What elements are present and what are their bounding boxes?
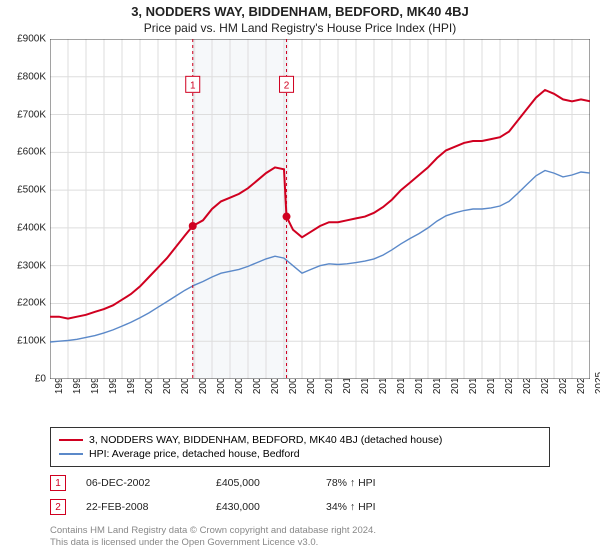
y-tick-label: £900K [17, 34, 46, 45]
y-tick-label: £100K [17, 336, 46, 347]
chart-title: 3, NODDERS WAY, BIDDENHAM, BEDFORD, MK40… [0, 0, 600, 19]
chart-subtitle: Price paid vs. HM Land Registry's House … [0, 19, 600, 39]
page-container: 3, NODDERS WAY, BIDDENHAM, BEDFORD, MK40… [0, 0, 600, 560]
y-tick-label: £0 [35, 374, 46, 385]
line-chart: 12 [50, 39, 590, 379]
sale-marker: 2 [50, 499, 66, 515]
footer-line-2: This data is licensed under the Open Gov… [50, 537, 550, 549]
sale-price: £405,000 [216, 477, 306, 489]
svg-text:1: 1 [190, 80, 196, 91]
chart-area: £0£100K£200K£300K£400K£500K£600K£700K£80… [50, 39, 590, 399]
y-tick-label: £600K [17, 147, 46, 158]
sale-hpi-delta: 78% ↑ HPI [326, 477, 376, 489]
y-tick-label: £700K [17, 109, 46, 120]
svg-text:2: 2 [284, 80, 290, 91]
y-tick-label: £200K [17, 298, 46, 309]
sale-hpi-delta: 34% ↑ HPI [326, 501, 376, 513]
legend-swatch [59, 453, 83, 455]
legend-item: 3, NODDERS WAY, BIDDENHAM, BEDFORD, MK40… [59, 433, 541, 447]
legend-label: HPI: Average price, detached house, Bedf… [89, 448, 300, 460]
legend-swatch [59, 439, 83, 441]
y-tick-label: £300K [17, 260, 46, 271]
sale-date: 06-DEC-2002 [86, 477, 196, 489]
sale-marker: 1 [50, 475, 66, 491]
sale-date: 22-FEB-2008 [86, 501, 196, 513]
legend: 3, NODDERS WAY, BIDDENHAM, BEDFORD, MK40… [50, 427, 550, 467]
legend-label: 3, NODDERS WAY, BIDDENHAM, BEDFORD, MK40… [89, 434, 442, 446]
sale-price: £430,000 [216, 501, 306, 513]
y-tick-label: £500K [17, 185, 46, 196]
y-tick-label: £400K [17, 222, 46, 233]
x-tick-label: 2025 [594, 372, 600, 394]
sale-events: 1 06-DEC-2002 £405,000 78% ↑ HPI 2 22-FEB-200… [50, 471, 550, 519]
y-tick-label: £800K [17, 71, 46, 82]
footer-line-1: Contains HM Land Registry data © Crown c… [50, 525, 550, 537]
legend-item: HPI: Average price, detached house, Bedf… [59, 447, 541, 461]
footer-attribution: Contains HM Land Registry data © Crown c… [50, 525, 550, 550]
sale-row: 1 06-DEC-2002 £405,000 78% ↑ HPI [50, 471, 550, 495]
sale-row: 2 22-FEB-2008 £430,000 34% ↑ HPI [50, 495, 550, 519]
